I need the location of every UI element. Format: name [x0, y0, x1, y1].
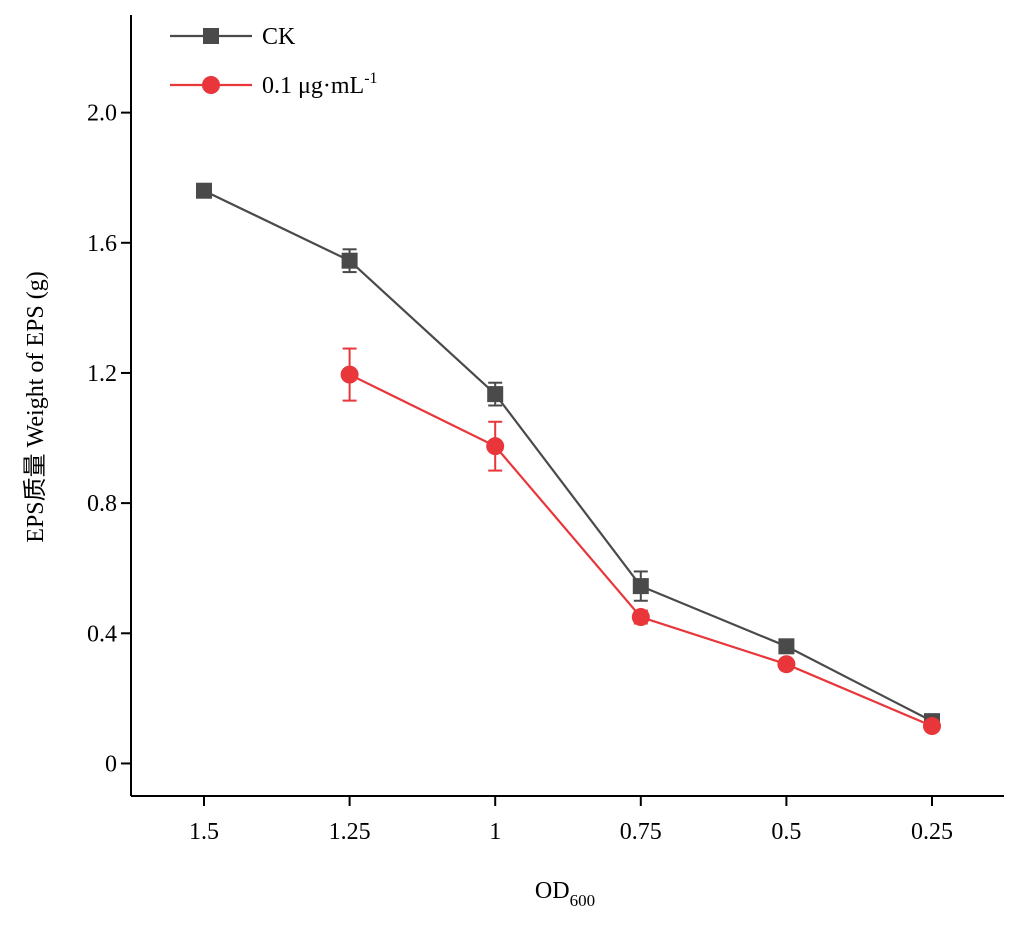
- x-tick-label: 1.25: [329, 819, 371, 845]
- x-axis-title: OD600: [535, 878, 595, 910]
- legend-label: CK: [262, 24, 296, 50]
- series-2: [340, 347, 941, 736]
- data-point: [631, 608, 650, 627]
- series-layer: [196, 182, 941, 736]
- legend: CK 0.1 μg·mL-1: [170, 24, 378, 99]
- legend-label: 0.1 μg·mL-1: [262, 70, 378, 99]
- legend-marker: [202, 76, 220, 94]
- legend-label-text: 0.1 μg·mL: [262, 73, 364, 99]
- data-point: [778, 638, 795, 655]
- legend-marker: [203, 28, 219, 44]
- x-tick-label: 0.75: [620, 819, 662, 845]
- data-point: [487, 386, 504, 403]
- y-tick-label: 1.2: [87, 361, 117, 387]
- y-axis-title: EPS质量 Weight of EPS (g): [22, 271, 49, 542]
- data-point: [341, 252, 358, 269]
- x-axis-title-sub: 600: [570, 891, 596, 910]
- x-tick-label: 1: [489, 819, 501, 845]
- data-point: [196, 182, 212, 199]
- x-tick-label: 0.25: [911, 819, 953, 845]
- legend-label-superscript: -1: [364, 70, 377, 87]
- x-tick-label: 0.5: [771, 819, 801, 845]
- y-tick-label: 2.0: [87, 101, 117, 127]
- legend-label-text: CK: [262, 24, 296, 50]
- series-1: [196, 182, 940, 730]
- y-tick-label: 0.8: [87, 491, 117, 517]
- legend-item-2: 0.1 μg·mL-1: [170, 70, 378, 99]
- series-line: [203, 189, 933, 723]
- data-point: [486, 437, 505, 456]
- x-tick-label: 1.5: [189, 819, 219, 845]
- y-tick-label: 1.6: [87, 231, 117, 257]
- y-tick-label: 0.4: [87, 621, 117, 647]
- data-point: [340, 365, 359, 384]
- data-point: [923, 717, 941, 736]
- data-point: [777, 655, 796, 674]
- axes: 0 0.4 0.8 1.2 1.6 2.0 1.5 1.25 1 0.75 0.5 0.25: [87, 15, 1004, 845]
- y-tick-label: 0: [105, 751, 117, 777]
- legend-item-1: CK: [170, 24, 296, 50]
- data-point: [632, 578, 649, 595]
- series-line: [349, 373, 933, 728]
- x-axis-title-main: OD: [535, 878, 570, 904]
